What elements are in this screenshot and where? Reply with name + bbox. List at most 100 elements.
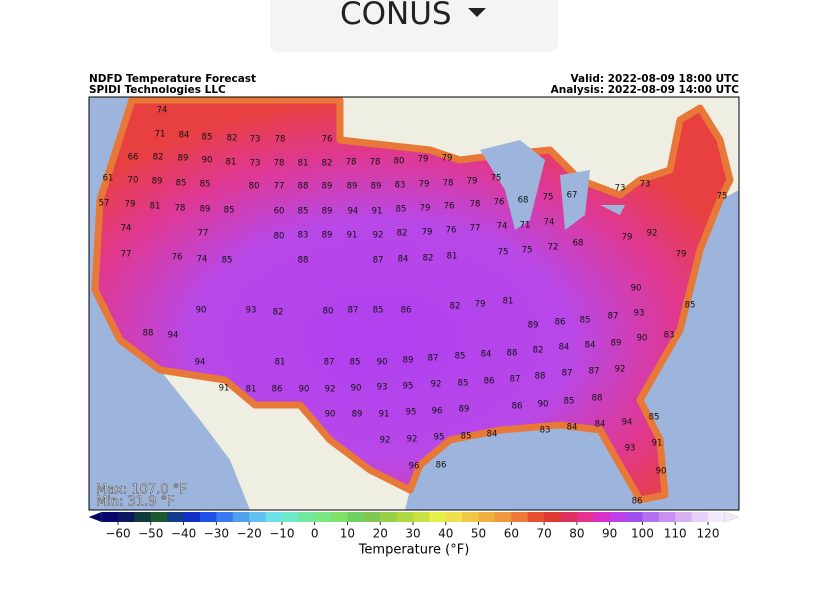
station-temp: 91 — [347, 231, 358, 241]
station-temp: 92 — [615, 365, 626, 375]
station-temp: 92 — [647, 229, 658, 239]
station-temp: 80 — [249, 182, 260, 192]
station-temp: 81 — [246, 385, 257, 395]
station-temp: 79 — [475, 300, 486, 310]
station-labels: 74 71 84 85 82 73 78 76 66 82 89 90 81 73 78 81 82 78 78 80… — [99, 106, 728, 507]
station-temp: 86 — [512, 402, 523, 412]
colorbar-bin — [691, 512, 709, 522]
station-temp: 89 — [322, 207, 333, 217]
station-temp: 73 — [615, 184, 626, 194]
station-temp: 90 — [538, 400, 549, 410]
station-temp: 81 — [150, 202, 161, 212]
station-temp: 85 — [224, 206, 235, 216]
colorbar-tick-label: −60 — [105, 527, 130, 541]
station-temp: 91 — [219, 384, 230, 394]
colorbar-tick-label: 20 — [373, 527, 388, 541]
station-temp: 76 — [172, 253, 183, 263]
station-temp: 80 — [323, 307, 334, 317]
station-temp: 89 — [152, 177, 163, 187]
colorbar-tick-label: 110 — [664, 527, 687, 541]
station-temp: 85 — [564, 397, 575, 407]
station-temp: 78 — [175, 204, 186, 214]
colorbar-tick-label: −40 — [171, 527, 196, 541]
station-temp: 73 — [250, 159, 261, 169]
station-temp: 76 — [444, 202, 455, 212]
station-temp: 94 — [622, 418, 633, 428]
station-temp: 79 — [622, 233, 633, 243]
station-temp: 79 — [418, 155, 429, 165]
station-temp: 92 — [373, 231, 384, 241]
station-temp: 83 — [664, 331, 675, 341]
station-temp: 68 — [573, 239, 584, 249]
colorbar-bin — [363, 512, 381, 522]
colorbar-tick-label: 120 — [697, 527, 720, 541]
colorbar-bin — [167, 512, 185, 522]
station-temp: 94 — [195, 358, 206, 368]
colorbar-bin — [462, 512, 480, 522]
station-temp: 81 — [447, 252, 458, 262]
colorbar-bin — [413, 512, 430, 522]
station-temp: 81 — [275, 358, 286, 368]
station-temp: 78 — [443, 179, 454, 189]
station-temp: 89 — [459, 405, 470, 415]
station-temp: 87 — [373, 256, 384, 266]
colorbar-bin — [527, 512, 545, 522]
station-temp: 66 — [128, 153, 139, 163]
ocean-west — [89, 97, 250, 510]
colorbar-bin — [118, 512, 135, 522]
station-temp: 75 — [491, 174, 502, 184]
station-temp: 79 — [422, 228, 433, 238]
station-temp: 79 — [467, 177, 478, 187]
colorbar-bin — [216, 512, 234, 522]
station-temp: 78 — [346, 158, 357, 168]
map-frame — [88, 96, 740, 511]
station-temp: 95 — [406, 408, 417, 418]
station-temp: 77 — [121, 250, 132, 260]
colorbar-bin — [445, 512, 463, 522]
dropdown-caret[interactable] — [468, 8, 488, 20]
station-temp: 89 — [200, 205, 211, 215]
station-temp: 79 — [420, 204, 431, 214]
station-temp: 89 — [611, 339, 622, 349]
station-temp: 87 — [348, 306, 359, 316]
colorbar-bin — [429, 512, 447, 522]
station-temp: 89 — [403, 356, 414, 366]
colorbar-bin — [593, 512, 611, 522]
station-temp: 90 — [325, 410, 336, 420]
station-temp: 79 — [419, 180, 430, 190]
station-temp: 88 — [143, 329, 154, 339]
colorbar-tick-label: 80 — [569, 527, 584, 541]
station-temp: 89 — [528, 321, 539, 331]
station-temp: 89 — [322, 182, 333, 192]
station-temp: 82 — [273, 308, 284, 318]
station-temp: 83 — [395, 181, 406, 191]
station-temp: 95 — [434, 433, 445, 443]
valid-time: Valid: 2022-08-09 18:00 UTC — [571, 73, 740, 85]
station-temp: 85 — [580, 316, 591, 326]
station-temp: 90 — [631, 284, 642, 294]
map-source: SPIDI Technologies LLC — [89, 84, 226, 96]
max-temp: Max: 107.0 °F — [96, 483, 187, 498]
station-temp: 82 — [153, 153, 164, 163]
station-temp: 74 — [157, 106, 168, 116]
station-temp: 77 — [274, 182, 285, 192]
station-temp: 94 — [168, 331, 179, 341]
colorbar-bin — [609, 512, 627, 522]
station-temp: 93 — [246, 306, 257, 316]
colorbar-bin — [298, 512, 316, 522]
station-temp: 96 — [432, 407, 443, 417]
dropdown-label[interactable]: CONUS — [340, 0, 452, 32]
station-temp: 75 — [717, 192, 728, 202]
region-dropdown[interactable]: CONUS — [270, 0, 558, 52]
colorbar-tick-label: 30 — [405, 527, 420, 541]
station-temp: 91 — [379, 410, 390, 420]
colorbar-tick-label: 40 — [438, 527, 453, 541]
colorbar-bin — [478, 512, 496, 522]
station-temp: 81 — [298, 159, 309, 169]
analysis-time: Analysis: 2022-08-09 14:00 UTC — [551, 84, 740, 96]
colorbar-bin — [265, 512, 283, 522]
station-temp: 85 — [649, 413, 660, 423]
station-temp: 81 — [226, 158, 237, 168]
